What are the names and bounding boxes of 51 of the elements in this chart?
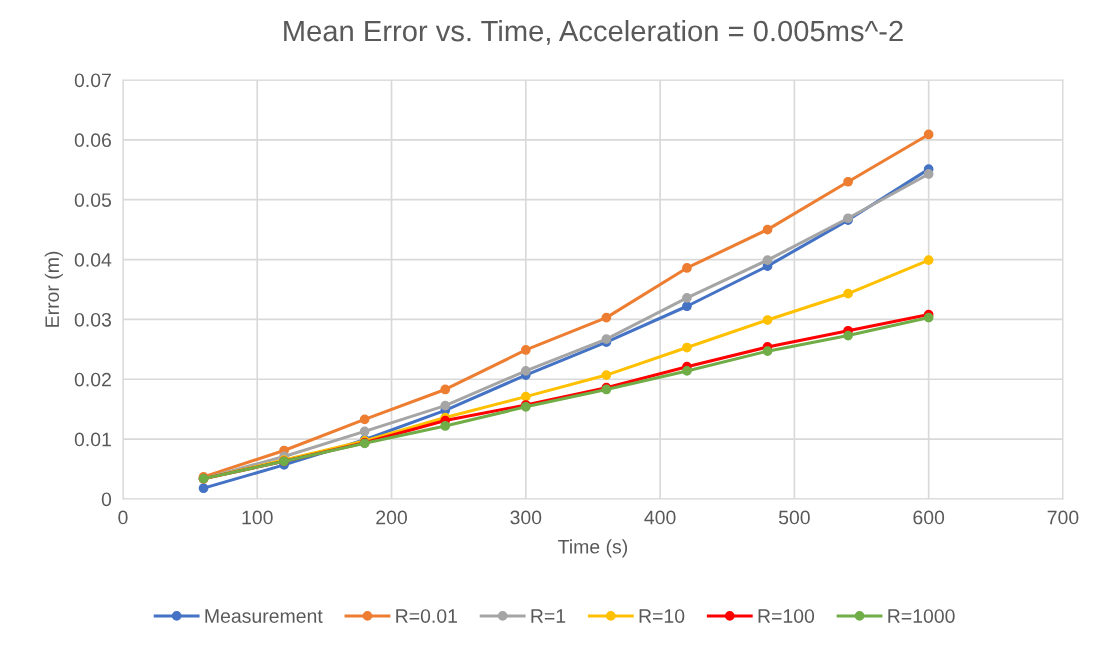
point bbox=[843, 330, 853, 341]
x-tick-label: 200 bbox=[376, 510, 407, 525]
x-tick-label: 300 bbox=[510, 510, 542, 525]
point bbox=[440, 421, 451, 431]
point bbox=[359, 426, 370, 437]
y-tick-label: 0.03 bbox=[74, 312, 111, 327]
legend-label: R=10 bbox=[639, 609, 685, 623]
y-axis-title: Error (m) bbox=[44, 251, 63, 327]
y-tick-label: 0.01 bbox=[74, 432, 111, 447]
point bbox=[762, 346, 773, 356]
legend-label: R=1000 bbox=[888, 609, 955, 623]
point bbox=[762, 224, 773, 235]
legend-label: R=1 bbox=[531, 609, 566, 623]
chart-title: Mean Error vs. Time, Acceleration = 0.005ms^-2 bbox=[284, 19, 903, 45]
point bbox=[843, 288, 853, 299]
point bbox=[682, 263, 692, 273]
y-tick-label: 0.05 bbox=[74, 193, 112, 207]
y-tick-label: 0.07 bbox=[74, 73, 111, 88]
x-tick-label: 700 bbox=[1047, 510, 1079, 525]
y-tick-label: 0.04 bbox=[74, 253, 112, 267]
x-tick-label: 400 bbox=[644, 510, 676, 525]
legend-label: R=0.01 bbox=[396, 609, 457, 623]
point bbox=[682, 301, 692, 312]
x-axis-title: Time (s) bbox=[558, 539, 628, 558]
point bbox=[520, 366, 531, 376]
y-tick-label: 0 bbox=[101, 492, 112, 507]
x-tick-label: 0 bbox=[118, 510, 128, 525]
point bbox=[923, 169, 934, 179]
x-tick-label: 100 bbox=[242, 510, 273, 525]
point bbox=[682, 366, 692, 376]
point bbox=[601, 312, 612, 323]
legend-label: Measurement bbox=[205, 609, 323, 623]
point bbox=[440, 400, 451, 411]
point bbox=[682, 342, 692, 353]
x-tick-label: 600 bbox=[913, 510, 945, 525]
point bbox=[440, 384, 451, 395]
point bbox=[520, 345, 531, 355]
point bbox=[923, 129, 934, 140]
point bbox=[923, 255, 934, 266]
point bbox=[843, 176, 853, 187]
y-tick-label: 0.06 bbox=[74, 133, 111, 148]
x-tick-label: 500 bbox=[778, 510, 810, 525]
y-tick-label: 0.02 bbox=[74, 372, 111, 387]
point bbox=[198, 483, 209, 494]
point bbox=[682, 293, 692, 303]
point bbox=[359, 414, 370, 425]
point bbox=[601, 370, 612, 380]
point bbox=[762, 315, 773, 325]
point bbox=[762, 255, 773, 266]
point bbox=[520, 391, 531, 402]
legend-label: R=100 bbox=[758, 609, 815, 623]
